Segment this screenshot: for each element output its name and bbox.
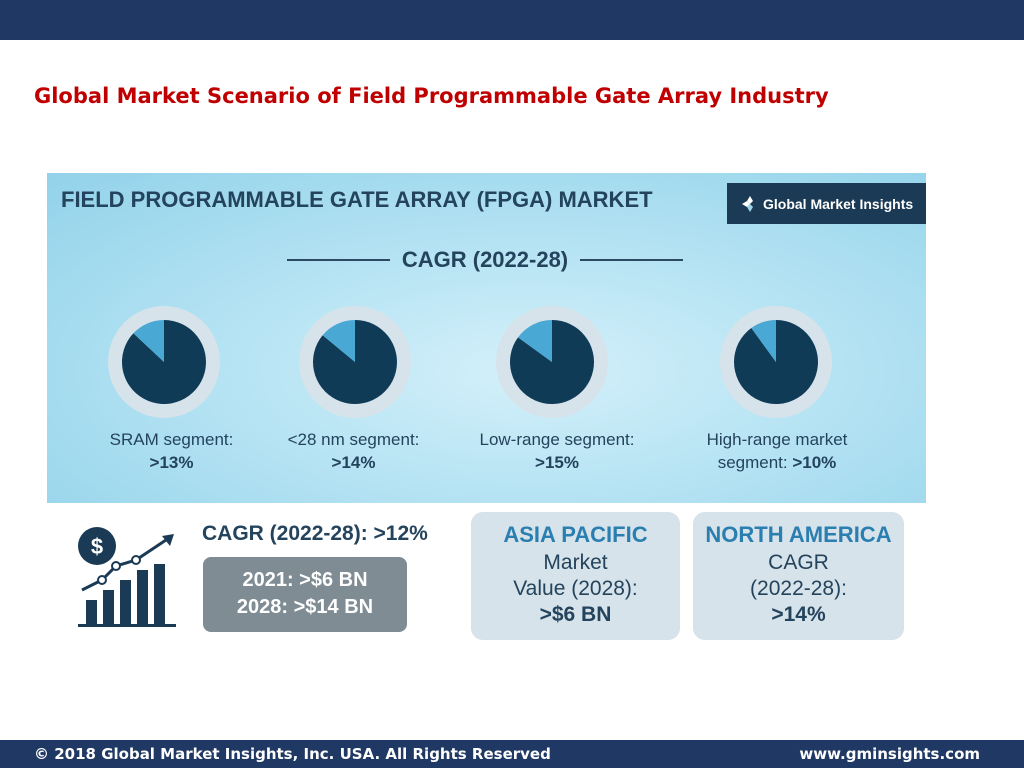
slide-title: Global Market Scenario of Field Programm…	[34, 84, 829, 108]
pie-remainder-sram	[122, 320, 207, 404]
pie-slice-sram	[133, 320, 164, 362]
pie-label-high-range: High-range market segment: >10%	[677, 428, 877, 474]
region-name: ASIA PACIFIC	[503, 522, 648, 547]
top-bar	[0, 0, 1024, 40]
pie-value-text: >15%	[535, 453, 579, 472]
value-2028: 2028: >$14 BN	[236, 596, 374, 618]
divider-right	[580, 259, 683, 261]
market-growth-chart-icon: $	[78, 527, 176, 627]
pie-slice-high-range	[751, 320, 776, 362]
region-value: >14%	[771, 603, 826, 626]
logo-text: Global Market Insights	[763, 195, 914, 212]
divider-left	[287, 259, 390, 261]
footer-bar: © 2018 Global Market Insights, Inc. USA.…	[0, 740, 1024, 768]
gmi-logo: Global Market Insights	[727, 183, 926, 224]
overall-cagr: CAGR (2022-28): >12%	[202, 522, 428, 545]
pie-label-text: High-range market	[706, 430, 848, 449]
pie-value-text: >10%	[792, 453, 837, 472]
pie-label-sram: SRAM segment: >13%	[79, 428, 264, 474]
footer-url[interactable]: www.gminsights.com	[799, 745, 980, 763]
pie-charts	[108, 306, 832, 418]
pie-remainder-28nm	[313, 320, 398, 404]
pie-label-text: <28 nm segment:	[287, 430, 420, 449]
pie-value-text: >13%	[149, 453, 194, 472]
pie-slice-28nm	[322, 320, 355, 362]
pie-label-text-2: segment:	[717, 453, 793, 472]
cagr-heading-row: CAGR (2022-28)	[287, 243, 683, 277]
region-name: NORTH AMERICA	[705, 522, 892, 547]
pie-remainder-high-range	[734, 320, 819, 404]
pie-value-text: >14%	[331, 453, 376, 472]
footer-copyright: © 2018 Global Market Insights, Inc. USA.…	[34, 745, 551, 763]
region-line-1: CAGR	[768, 551, 829, 574]
region-line-2: (2022-28):	[750, 577, 847, 600]
region-north-america: NORTH AMERICA CAGR (2022-28): >14%	[693, 512, 904, 640]
region-asia-pacific: ASIA PACIFIC Market Value (2028): >$6 BN	[471, 512, 680, 640]
gmi-logo-icon	[742, 195, 753, 212]
cagr-heading: CAGR (2022-28)	[401, 247, 569, 272]
svg-text:$: $	[91, 534, 103, 559]
fpga-infographic: FIELD PROGRAMMABLE GATE ARRAY (FPGA) MAR…	[47, 173, 926, 503]
pie-label-text: Low-range segment:	[479, 430, 635, 449]
infographic-heading: FIELD PROGRAMMABLE GATE ARRAY (FPGA) MAR…	[61, 187, 653, 212]
value-2021: 2021: >$6 BN	[242, 569, 368, 591]
pie-label-28nm: <28 nm segment: >14%	[261, 428, 446, 474]
region-line-1: Market	[543, 551, 608, 574]
region-line-2: Value (2028):	[513, 577, 638, 600]
pie-label-text: SRAM segment:	[109, 430, 234, 449]
pie-slice-low-range	[518, 320, 552, 362]
market-value-box: 2021: >$6 BN 2028: >$14 BN	[203, 557, 407, 632]
pie-label-low-range: Low-range segment: >15%	[457, 428, 657, 474]
region-value: >$6 BN	[539, 603, 612, 626]
